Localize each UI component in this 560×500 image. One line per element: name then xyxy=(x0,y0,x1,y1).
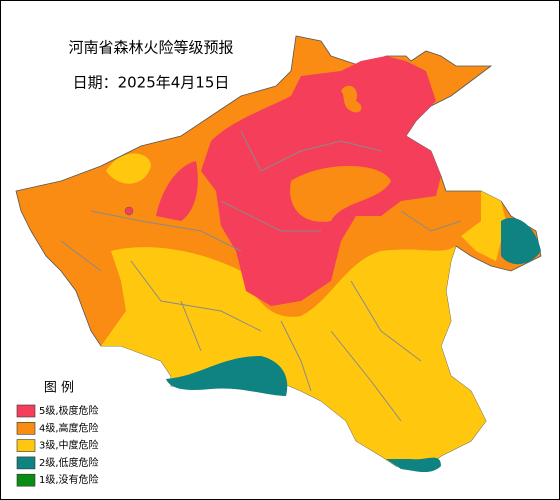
province-map xyxy=(15,35,542,473)
legend-swatch xyxy=(16,456,36,470)
map-title: 河南省森林火险等级预报 xyxy=(68,39,233,57)
legend-label: 5级,极度危险 xyxy=(39,404,99,417)
legend-swatch xyxy=(16,404,36,418)
legend-label: 3级,中度危险 xyxy=(39,439,99,452)
legend-label: 2级,低度危险 xyxy=(39,456,99,469)
legend-label: 4级,高度危险 xyxy=(39,421,99,434)
legend-title: 图 例 xyxy=(44,381,74,396)
legend-label: 1级,没有危险 xyxy=(39,473,99,486)
map-date: 日期：2025年4月15日 xyxy=(73,74,230,92)
legend-swatch xyxy=(16,473,36,487)
legend-swatch xyxy=(16,439,36,452)
legend-swatch xyxy=(16,421,36,435)
legend: 5级,极度危险 4级,高度危险 3级,中度危险 2级,低度危险 1级,没有危险 xyxy=(16,404,99,487)
